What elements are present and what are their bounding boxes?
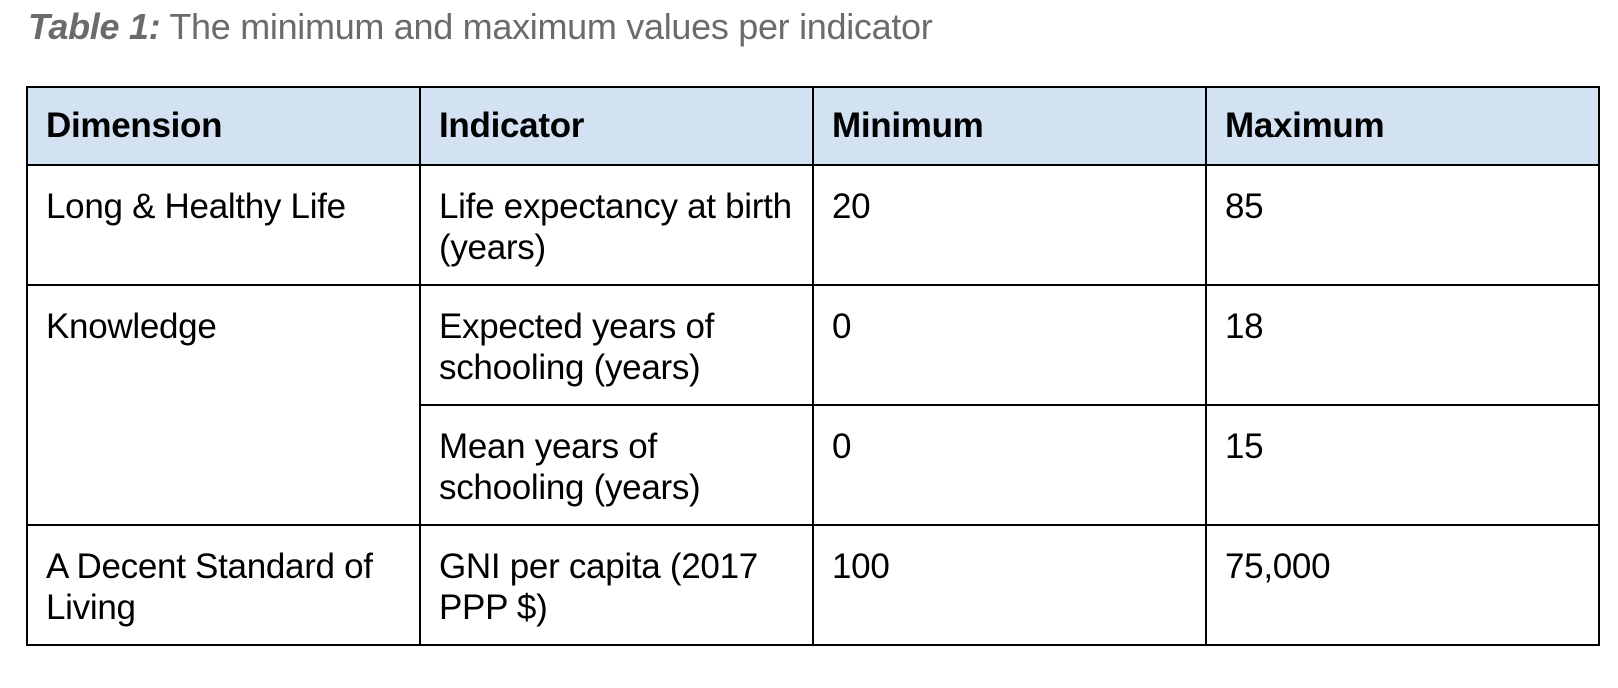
header-dimension: Dimension (26, 86, 421, 166)
header-maximum: Maximum (1205, 86, 1600, 166)
header-indicator: Indicator (419, 86, 814, 166)
table-row: Long & Healthy Life Life expectancy at b… (26, 164, 1600, 286)
table-caption-label: Table 1: (28, 6, 161, 47)
table-caption-text: The minimum and maximum values per indic… (160, 6, 933, 47)
table-body: Long & Healthy Life Life expectancy at b… (26, 164, 1600, 646)
table-row: Mean years of schooling (years) 0 15 (27, 404, 1600, 526)
table-row: Knowledge Expected years of schooling (y… (26, 284, 1600, 526)
maximum-cell: 85 (1205, 164, 1600, 286)
dimension-cell: Long & Healthy Life (26, 164, 421, 286)
maximum-cell: 15 (1205, 404, 1600, 526)
dimension-cell: Knowledge (26, 284, 421, 526)
minimum-cell: 0 (812, 284, 1207, 406)
indicator-cell: Life expectancy at birth (years) (419, 164, 814, 286)
table-row: A Decent Standard of Living GNI per capi… (26, 524, 1600, 646)
minimum-cell: 20 (812, 164, 1207, 286)
maximum-cell: 18 (1205, 284, 1600, 406)
indicator-cell: Mean years of schooling (years) (419, 404, 814, 526)
indicator-table: Dimension Indicator Minimum Maximum Long… (26, 86, 1600, 646)
minimum-cell: 100 (812, 524, 1207, 646)
header-row: Dimension Indicator Minimum Maximum (26, 86, 1600, 166)
table-caption: Table 1: The minimum and maximum values … (28, 6, 933, 48)
table-header: Dimension Indicator Minimum Maximum (26, 86, 1600, 166)
maximum-cell: 75,000 (1205, 524, 1600, 646)
dimension-cell: A Decent Standard of Living (26, 524, 421, 646)
header-minimum: Minimum (812, 86, 1207, 166)
indicator-cell: GNI per capita (2017 PPP $) (419, 524, 814, 646)
indicator-cell: Expected years of schooling (years) (419, 284, 814, 406)
minimum-cell: 0 (812, 404, 1207, 526)
